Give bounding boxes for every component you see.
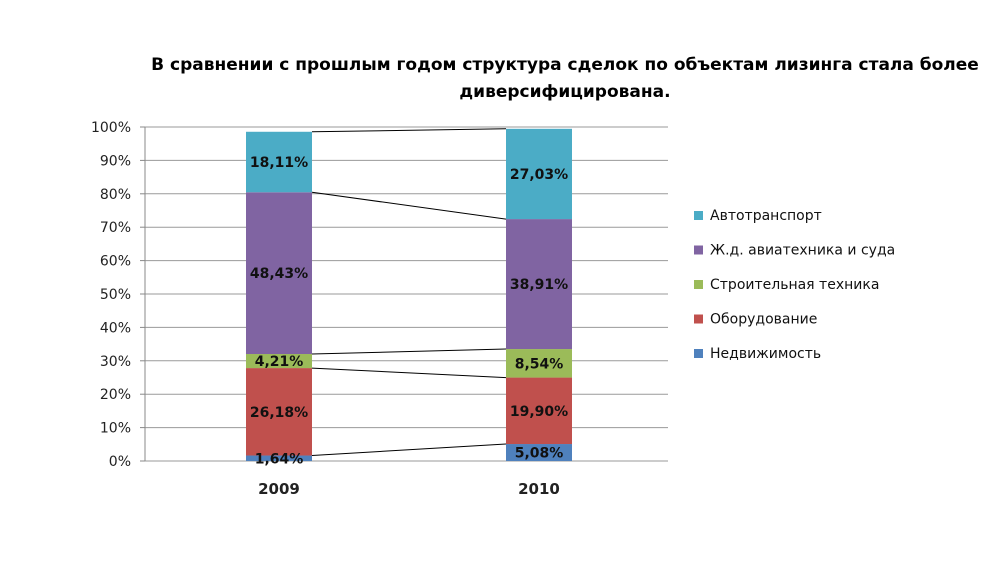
y-tick-label: 100% <box>91 120 131 136</box>
y-tick-label: 50% <box>100 287 131 303</box>
y-tick-label: 80% <box>100 187 131 203</box>
y-tick-label: 10% <box>100 421 131 437</box>
series-connector-line <box>311 443 507 457</box>
y-tick-label: 40% <box>100 320 131 336</box>
data-label: 26,18% <box>250 405 308 421</box>
bars <box>246 128 572 461</box>
series-connector-lines <box>311 128 507 457</box>
legend-swatch <box>694 349 703 358</box>
bar-segment <box>506 128 572 220</box>
y-tick-label: 70% <box>100 220 131 236</box>
data-label: 38,91% <box>510 277 568 293</box>
bar-segment <box>506 349 572 378</box>
data-label: 27,03% <box>510 167 568 183</box>
bar-segment <box>246 455 312 461</box>
legend-swatch <box>694 280 703 289</box>
bar-segment <box>506 377 572 445</box>
y-axis: 0% 10% 20% 30% 40% 50% 60% 70% 80% 90% 100% <box>91 120 146 470</box>
x-category-label: 2010 <box>518 480 560 498</box>
data-label: 8,54% <box>515 356 564 372</box>
legend-swatch <box>694 245 703 255</box>
bar-segment <box>246 354 312 369</box>
legend-label: Недвижимость <box>710 346 821 362</box>
data-label: 18,11% <box>250 155 308 171</box>
legend-label: Строительная техника <box>710 277 879 293</box>
bar-segment <box>506 444 572 461</box>
y-tick-label: 60% <box>100 254 131 270</box>
legend-label: Автотранспорт <box>710 208 822 224</box>
data-label: 19,90% <box>510 404 568 420</box>
legend: Автотранспорт Ж.д. авиатехника и суда Стро… <box>694 208 895 362</box>
data-labels: 1,64% 26,18% 4,21% 48,43% 18,11% 5,08% 19,90% 8… <box>250 155 568 467</box>
data-label: 1,64% <box>255 451 304 467</box>
chart-title: В сравнении с прошлым годом структура сд… <box>151 55 979 102</box>
series-connector-line <box>311 367 507 379</box>
x-category-label: 2009 <box>258 480 300 498</box>
data-label: 4,21% <box>255 354 304 370</box>
bar-segment <box>506 219 572 350</box>
bar-segment <box>246 368 312 456</box>
y-tick-label: 0% <box>109 454 131 470</box>
data-label: 48,43% <box>250 266 308 282</box>
series-connector-line <box>311 191 507 220</box>
series-connector-line <box>311 348 507 355</box>
y-tick-label: 20% <box>100 387 131 403</box>
data-label: 5,08% <box>515 446 564 462</box>
series-connector-line <box>311 128 507 133</box>
gridlines <box>145 126 668 462</box>
y-tick-label: 90% <box>100 153 131 169</box>
legend-label: Ж.д. авиатехника и суда <box>710 243 895 259</box>
y-tick-label: 30% <box>100 354 131 370</box>
bar-segment <box>246 192 312 355</box>
bar-segment <box>246 131 312 193</box>
legend-swatch <box>694 314 703 324</box>
legend-swatch <box>694 211 703 220</box>
x-axis-categories: 2009 2010 <box>258 480 560 498</box>
legend-label: Оборудование <box>710 312 817 328</box>
